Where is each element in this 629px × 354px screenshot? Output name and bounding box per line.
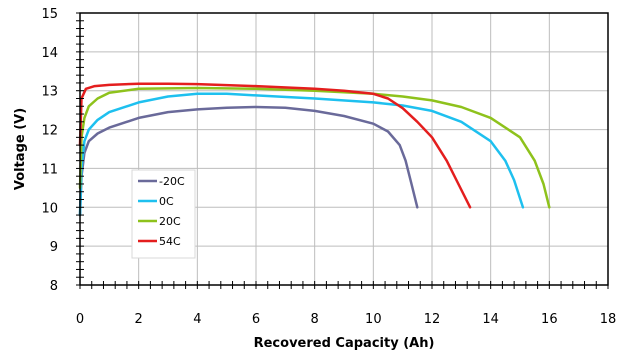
y-tick-label: 12 bbox=[41, 124, 58, 139]
x-tick-label: 14 bbox=[482, 312, 499, 327]
series-line-54C bbox=[78, 82, 472, 209]
y-tick-label: 9 bbox=[50, 240, 58, 255]
y-axis-title: Voltage (V) bbox=[13, 108, 28, 190]
y-tick-label: 14 bbox=[41, 46, 58, 61]
x-tick-label: 10 bbox=[365, 312, 382, 327]
legend-label: -20C bbox=[159, 175, 185, 188]
minor-ticks bbox=[76, 12, 609, 289]
legend-label: 54C bbox=[159, 235, 181, 248]
legend: -20C 0C 20C 54C bbox=[131, 169, 196, 259]
x-tick-label: 12 bbox=[424, 312, 441, 327]
x-tick-label: 16 bbox=[541, 312, 558, 327]
x-tick-label: 18 bbox=[600, 312, 617, 327]
y-tick-label: 15 bbox=[41, 7, 58, 22]
x-tick-label: 6 bbox=[252, 312, 260, 327]
x-tick-label: 8 bbox=[311, 312, 319, 327]
series-line-0C bbox=[78, 92, 525, 217]
legend-box bbox=[131, 169, 196, 259]
y-tick-label: 13 bbox=[41, 85, 58, 100]
x-axis-title: Recovered Capacity (Ah) bbox=[254, 336, 435, 351]
series-line--20C bbox=[78, 105, 419, 217]
x-tick-label: 0 bbox=[76, 312, 84, 327]
x-tick-label: 2 bbox=[135, 312, 143, 327]
series-lines bbox=[78, 82, 551, 217]
legend-label: 20C bbox=[159, 215, 181, 228]
series-line-20C bbox=[78, 86, 551, 209]
x-tick-label: 4 bbox=[193, 312, 201, 327]
tick-labels: 0 2 4 6 8 10 12 14 16 18 8 9 10 11 12 13 14 15 bbox=[41, 7, 616, 327]
y-tick-label: 8 bbox=[50, 279, 58, 294]
y-tick-label: 10 bbox=[41, 201, 58, 216]
plot-area-frame bbox=[79, 12, 609, 286]
legend-label: 0C bbox=[159, 195, 174, 208]
y-tick-label: 11 bbox=[41, 162, 58, 177]
